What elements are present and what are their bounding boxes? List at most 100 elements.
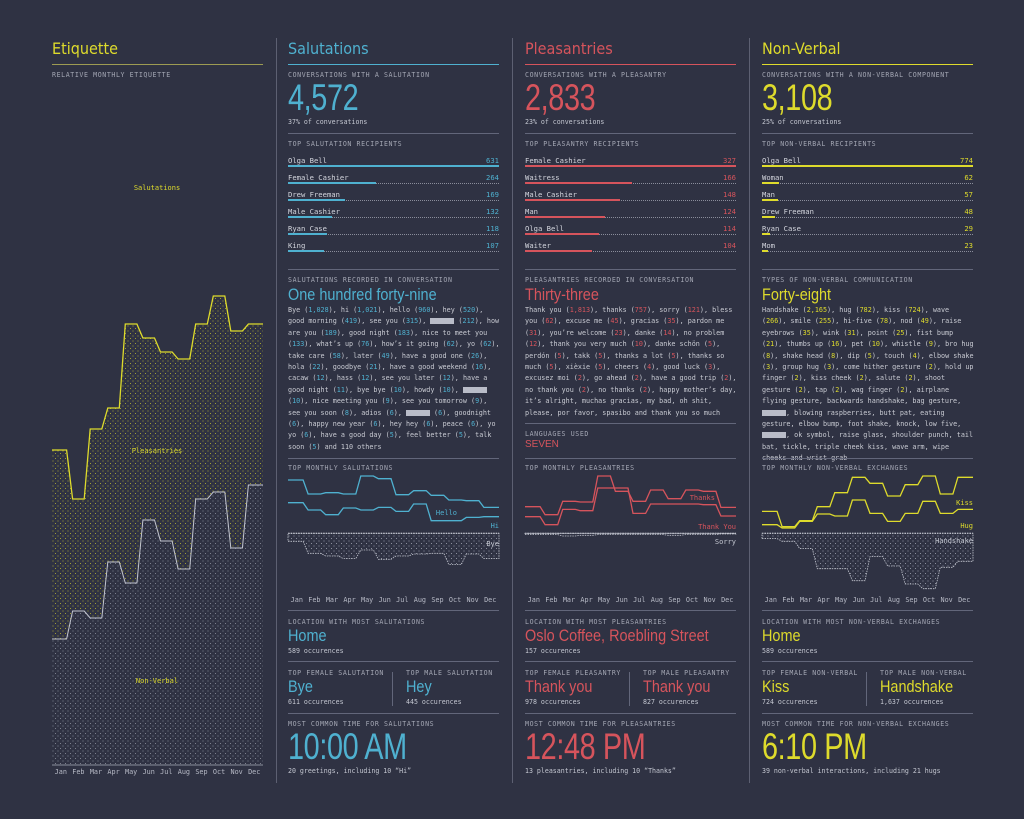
series-label: Hello	[436, 509, 457, 517]
sub-divider	[866, 672, 867, 706]
term-count: 76	[361, 340, 370, 349]
title-underline	[525, 64, 736, 65]
title-underline	[288, 64, 499, 65]
month-tick-label: Jan	[528, 596, 540, 604]
term: see you	[369, 317, 398, 326]
recipient-bar	[762, 250, 769, 252]
month-tick-label: Dec	[958, 596, 970, 604]
term-count: 49	[381, 351, 390, 360]
recipient-count: 104	[723, 241, 736, 250]
location-occurences: 589 occurences	[288, 647, 344, 655]
male-value: Thank you	[643, 677, 711, 696]
term-count: 5	[458, 431, 463, 440]
term: have a good night	[288, 374, 488, 394]
term: kiss	[884, 306, 901, 314]
month-tick-label: Jun	[143, 768, 155, 776]
term-count: 520	[462, 306, 476, 314]
term-count: 757	[634, 306, 647, 314]
month-tick-label: Jan	[291, 596, 303, 604]
term: have a good trip	[651, 374, 717, 383]
bar-track	[525, 200, 736, 201]
recipients-label: Top salutation recipients	[288, 140, 403, 148]
recipient-bar	[525, 216, 605, 218]
month-tick-label: Jan	[765, 596, 777, 604]
recipient-row: Man 124	[525, 207, 736, 224]
series-line-hello	[288, 475, 499, 509]
term-count: 2	[794, 374, 799, 383]
recipient-name: Waiter	[525, 241, 551, 250]
bar-track	[525, 217, 736, 218]
divider	[762, 610, 973, 611]
title-underline	[762, 64, 973, 65]
term: shoot gesture	[762, 374, 946, 394]
month-tick-label: Mar	[90, 768, 102, 776]
term: wave arm	[892, 442, 925, 451]
bar-track	[762, 251, 973, 252]
pleasantries-column: Pleasantries Conversations with a pleasan…	[524, 0, 737, 819]
female-label: Top female non-verbal	[762, 669, 858, 677]
term: pardon me	[687, 317, 725, 326]
series-line-hug	[762, 499, 973, 529]
redacted-block	[405, 409, 430, 416]
sub-divider	[392, 672, 393, 706]
month-tick-label: Nov	[940, 596, 952, 604]
term: happy new year	[308, 420, 366, 429]
recipient-row: Female Cashier 327	[525, 156, 736, 173]
recipient-count: 169	[486, 190, 499, 199]
recipient-bar	[525, 250, 593, 252]
term-count: 10	[871, 340, 880, 349]
bar-track	[525, 234, 736, 235]
month-tick-label: Jul	[160, 768, 172, 776]
term: point	[867, 328, 889, 337]
term: yo	[466, 340, 476, 349]
term-count: 2	[642, 385, 648, 394]
male-value: Hey	[406, 677, 432, 696]
divider	[525, 458, 736, 459]
term: wave	[932, 306, 950, 314]
term: hey	[442, 306, 455, 314]
month-tick-label: Dec	[484, 596, 496, 604]
term-count: 5	[598, 351, 603, 360]
term: thanks so much	[525, 351, 725, 372]
recorded-label: Salutations recorded in conversation	[288, 276, 453, 284]
recipient-name: Olga Bell	[525, 224, 564, 233]
term-count: 419	[344, 317, 358, 326]
redacted-block	[762, 409, 786, 416]
term: bro hug	[945, 340, 974, 349]
term-count: 12	[316, 374, 325, 383]
month-tick-label: Jun	[616, 596, 628, 604]
term: hey hey	[389, 420, 419, 429]
term-count: 2	[900, 385, 905, 394]
time-value: 10:00 AM	[288, 726, 407, 767]
recorded-label: Types of non-verbal communication	[762, 276, 913, 284]
term: no thank you	[525, 385, 574, 394]
recipient-name: Mom	[762, 241, 775, 250]
term-count: 10	[292, 397, 301, 406]
month-tick-label: Oct	[449, 596, 461, 604]
recipient-name: Male Cashier	[525, 190, 577, 199]
month-tick-label: Apr	[817, 596, 829, 604]
term: group hug	[782, 363, 819, 372]
term-count: 782	[859, 306, 872, 314]
month-tick-label: Feb	[308, 596, 320, 604]
term-count: 121	[687, 306, 700, 314]
term: yo yo	[288, 420, 496, 440]
month-tick-label: Jul	[396, 596, 408, 604]
term-count: 5	[312, 442, 317, 451]
recipient-bar	[525, 233, 599, 235]
recipient-bar	[762, 165, 973, 167]
term-count: 10	[634, 340, 643, 349]
month-tick-label: May	[125, 768, 137, 776]
term-count: 78	[879, 317, 889, 326]
month-tick-label: Mar	[563, 596, 575, 604]
month-tick-label: Apr	[343, 596, 355, 604]
recipient-name: King	[288, 241, 306, 250]
term: peace	[442, 420, 463, 429]
month-tick-label: Jun	[853, 596, 865, 604]
term-count: 2	[859, 374, 864, 383]
term: backwards handshake	[827, 397, 905, 406]
month-tick-label: Feb	[72, 768, 84, 776]
column-divider	[276, 38, 277, 783]
term: howdy	[414, 385, 435, 394]
divider	[762, 133, 973, 134]
